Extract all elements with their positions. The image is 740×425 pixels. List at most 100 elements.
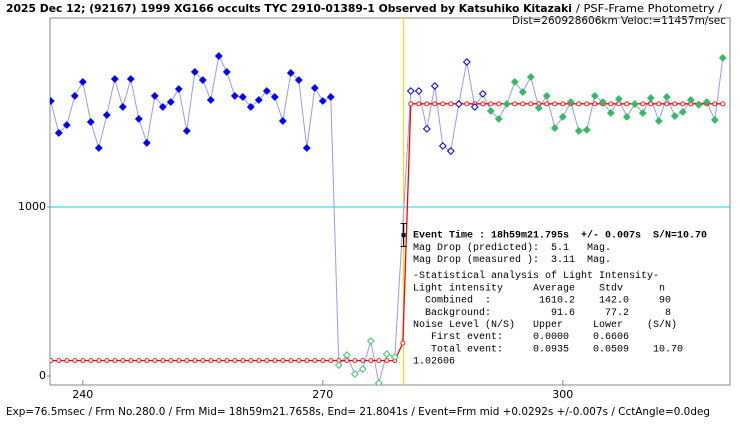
model-point [136,358,142,364]
observed-point [294,76,303,84]
observed-point [222,68,231,76]
model-point [664,101,670,107]
annotation-line: Event Time : 18h59m21.795s +/- 0.007s S/… [413,230,707,242]
model-point [368,358,374,364]
model-point [256,358,262,364]
observed-point [70,92,79,100]
model-point [152,358,158,364]
chart-title: 2025 Dec 12; (92167) 1999 XG166 occults … [6,2,572,15]
model-point [488,101,494,107]
observed-point [198,76,207,84]
model-point [216,358,222,364]
model-point [56,358,62,364]
observed-point [166,98,175,106]
observed-point [278,117,287,125]
observed-point [286,69,295,77]
plot-frame [49,17,731,386]
observed-point [534,104,543,112]
model-point [208,358,214,364]
model-point [416,101,422,107]
observed-point [254,96,263,104]
observed-point [614,95,623,103]
observed-point [190,68,199,76]
model-point [424,101,430,107]
observed-point [174,85,183,93]
model-point [480,101,486,107]
observed-point [438,142,447,150]
observed-point [486,107,495,115]
model-point [72,358,78,364]
model-point [656,101,662,107]
model-point [432,101,438,107]
model-point [640,101,646,107]
observed-point [550,124,559,132]
observed-point [566,98,575,106]
observed-point [150,92,159,100]
footer: Exp=76.5msec / Frm No.280.0 / Frm Mid= 1… [6,405,710,418]
observed-point [318,97,327,105]
observed-point [526,73,535,81]
model-point [720,101,726,107]
observed-point [582,126,591,134]
model-point [176,358,182,364]
observed-point [542,92,551,100]
observed-point [510,77,519,86]
y-tick-label: 0 [39,369,46,382]
observed-point [270,93,279,101]
event-point [401,233,406,238]
model-point [672,101,678,107]
observed-point [214,52,223,60]
annotation-line: Total event: 0.0935 0.0509 10.70 [413,343,683,355]
observed-point [382,350,391,358]
event-marker [400,223,407,248]
model-point [280,358,286,364]
model-point [400,340,406,346]
x-tick-label: 300 [552,388,573,401]
observed-point [246,103,255,111]
annotation-line: Mag Drop (predicted): 5.1 Mag. [413,242,611,254]
model-point [624,101,630,107]
observed-point [454,100,463,108]
model-point [376,358,382,364]
model-point [50,358,54,364]
observed-point [494,115,503,123]
observed-point [598,98,607,106]
model-point [200,358,206,364]
observed-point [262,87,271,95]
model-point [104,358,110,364]
observed-point [686,96,695,104]
observed-point [342,351,351,359]
model-point [264,358,270,364]
observed-point [670,112,679,120]
model-point [240,358,246,364]
x-tick-label: 270 [312,388,333,401]
observed-point [414,87,423,95]
annotations: Event Time : 18h59m21.795s +/- 0.007s S/… [413,230,707,368]
model-point [592,101,598,107]
observed-point [326,93,335,101]
model-point [328,358,334,364]
observed-point [78,77,87,86]
model-point [496,101,502,107]
observed-point [358,365,367,374]
model-point [576,101,582,107]
model-point [288,358,294,364]
observed-point [238,93,247,101]
observed-point [478,89,487,98]
model-point [528,101,534,107]
observed-point [446,147,455,155]
annotation-line: -Statistical analysis of Light Intensity… [413,270,659,282]
model-point [448,101,454,107]
annotation-line: Light intensity Average Stdv n [413,282,665,294]
plot-area [50,18,730,385]
observed-point [302,144,311,152]
model-point [232,358,238,364]
observed-point [86,118,95,126]
observed-point [310,84,319,92]
model-point [248,358,254,364]
annotation-line: Noise Level (N/S) Upper Lower (S/N) [413,319,677,331]
model-point [304,358,310,364]
observed-point [102,111,111,119]
observed-point [558,112,567,121]
model-point [680,101,686,107]
